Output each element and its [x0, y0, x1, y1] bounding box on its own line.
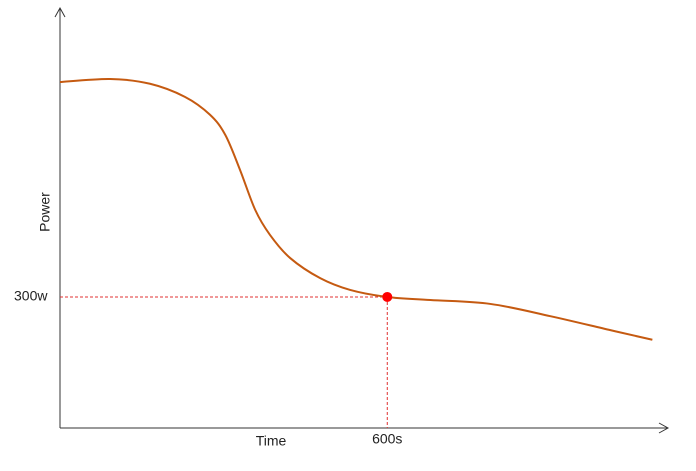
- y-axis-label: Power: [37, 192, 53, 232]
- y-axis-arrow: [54, 6, 66, 18]
- x-axis-label: Time: [256, 433, 287, 449]
- line: [59, 77, 653, 341]
- highlight-point: [382, 291, 393, 302]
- x-tick-label: 600s: [372, 431, 402, 447]
- y-tick-label: 300w: [14, 288, 48, 304]
- x-axis-arrow: [658, 422, 670, 434]
